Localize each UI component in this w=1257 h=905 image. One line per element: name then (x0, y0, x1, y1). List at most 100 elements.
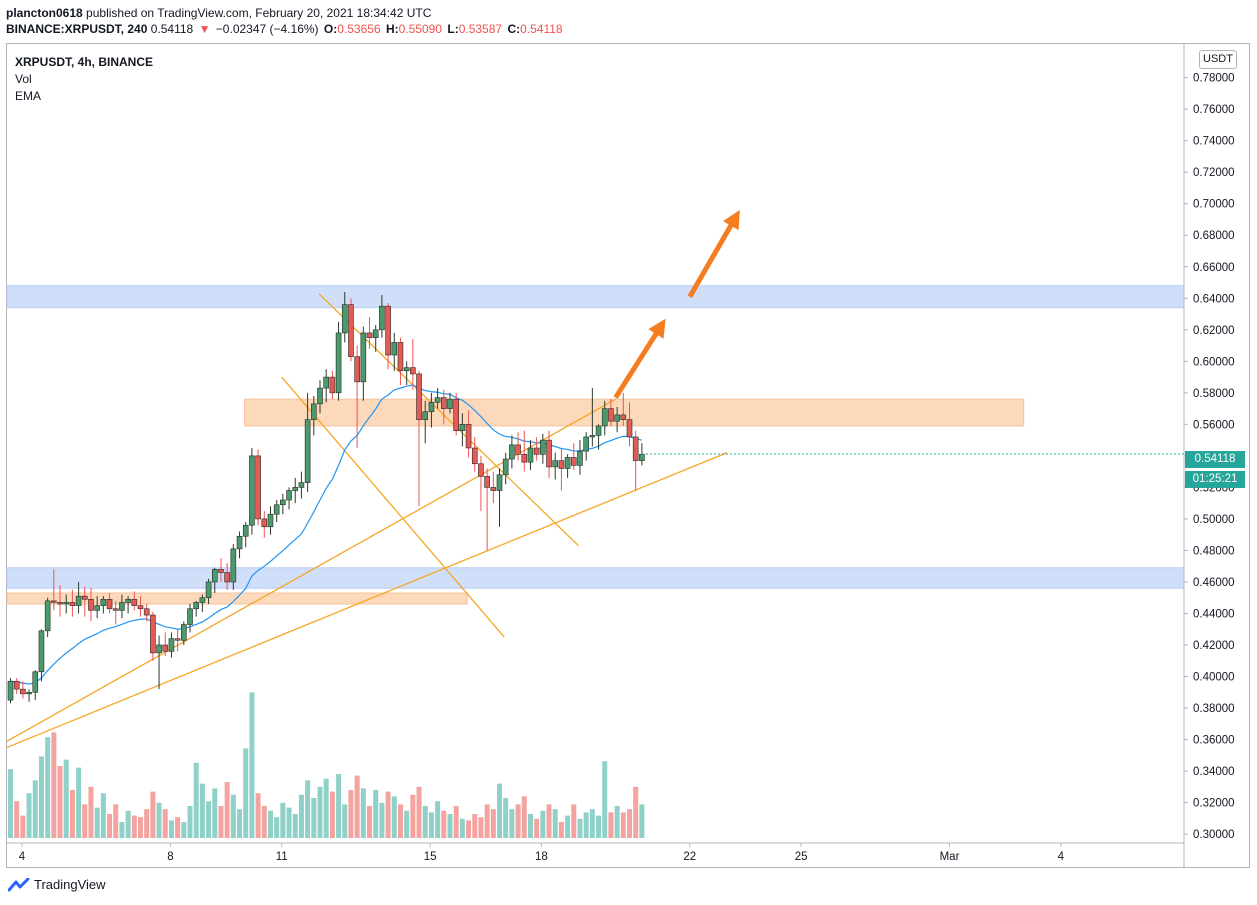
candle (348, 298, 354, 362)
candle-body (137, 605, 144, 610)
volume-bar (416, 786, 422, 838)
arrows-layer (613, 210, 740, 399)
volume-bar (472, 814, 478, 838)
volume-bar (336, 774, 342, 838)
candle (397, 337, 404, 385)
candle (577, 440, 583, 475)
price-axis-label: 0.30000 (1193, 829, 1235, 841)
candle (94, 596, 100, 619)
candle (143, 604, 150, 622)
candle-body (502, 458, 509, 476)
candle-body (205, 581, 212, 599)
tradingview-footer[interactable]: TradingView (8, 877, 106, 892)
target-arrow (687, 210, 740, 298)
candle-body (428, 401, 435, 413)
orange-zone (244, 398, 1025, 427)
price-axis-label: 0.48000 (1193, 545, 1235, 557)
volume-bar (583, 812, 589, 838)
chart-frame (6, 43, 1250, 868)
candle (75, 581, 82, 614)
candle-body (453, 398, 459, 431)
candle (63, 594, 70, 614)
volume-bar (168, 820, 174, 838)
volume-bar (249, 692, 255, 838)
candle-body (75, 595, 82, 606)
candle-body (187, 608, 193, 625)
candle-body (564, 457, 571, 469)
candle (51, 569, 57, 611)
close-value: 0.54118 (520, 22, 563, 36)
candle (335, 321, 342, 401)
volume-bar (354, 775, 360, 838)
candle (298, 471, 305, 499)
candle (280, 493, 286, 515)
volume-bar (348, 790, 354, 838)
volume-bar (367, 806, 373, 838)
volume-bar (88, 786, 94, 838)
volume-bar (552, 809, 558, 838)
volume-bar (459, 818, 465, 838)
volume-bar (577, 818, 583, 838)
candle (558, 448, 565, 491)
legend-vol[interactable]: Vol (15, 72, 32, 86)
volume-bar (509, 809, 515, 838)
candle-body (26, 691, 32, 695)
volume-bar (391, 796, 397, 838)
candle-body (81, 595, 88, 600)
candle (521, 430, 528, 472)
candle-body (447, 398, 453, 409)
volume-bar (478, 817, 484, 838)
volume-bar (596, 815, 602, 838)
volume-bar (298, 794, 304, 838)
publish-info: published on TradingView.com, February 2… (86, 6, 432, 20)
volume-bar (125, 810, 131, 838)
candle-body (112, 608, 119, 611)
candle (156, 635, 162, 690)
close-label: C: (507, 22, 521, 36)
volume-bar (633, 786, 639, 838)
volume-bar (32, 780, 38, 838)
candle (249, 448, 255, 535)
author-name[interactable]: plancton0618 (6, 6, 83, 20)
legend-ema[interactable]: EMA (15, 89, 42, 103)
time-axis-label: 25 (795, 851, 808, 863)
candle (360, 326, 367, 401)
candle-body (360, 332, 367, 383)
candle (273, 500, 280, 523)
candle (372, 325, 379, 352)
candle (119, 594, 125, 619)
volume-bar (540, 810, 546, 838)
time-axis-label: 4 (19, 851, 26, 863)
currency-unit-button[interactable]: USDT (1199, 50, 1237, 69)
candle (26, 689, 32, 702)
candle (589, 388, 596, 447)
volume-bar (187, 806, 193, 838)
candle-body (620, 414, 627, 420)
blue-zone (6, 285, 1185, 309)
candle (570, 443, 577, 471)
volume-bar (243, 748, 249, 838)
candle-body (218, 569, 224, 573)
high-label: H: (385, 22, 399, 36)
candle-body (292, 487, 299, 491)
candle (496, 468, 503, 527)
volume-bar (490, 809, 496, 838)
candle (440, 389, 447, 425)
volume-bar (261, 806, 267, 838)
candle-body (335, 332, 342, 394)
price-axis-label: 0.32000 (1193, 798, 1235, 810)
volume-bar (602, 761, 608, 838)
volume-bar (224, 782, 230, 838)
volume-bar (329, 791, 335, 838)
volume-bar (45, 737, 51, 838)
candle-body (595, 425, 602, 436)
candle-body (143, 608, 150, 616)
candle-body (317, 387, 323, 405)
candle (620, 392, 627, 426)
legend-symbol[interactable]: XRPUSDT, 4h, BINANCE (15, 55, 154, 69)
candle (162, 632, 169, 657)
volume-layer (8, 692, 645, 838)
candle (527, 440, 534, 471)
candle-body (280, 499, 286, 506)
